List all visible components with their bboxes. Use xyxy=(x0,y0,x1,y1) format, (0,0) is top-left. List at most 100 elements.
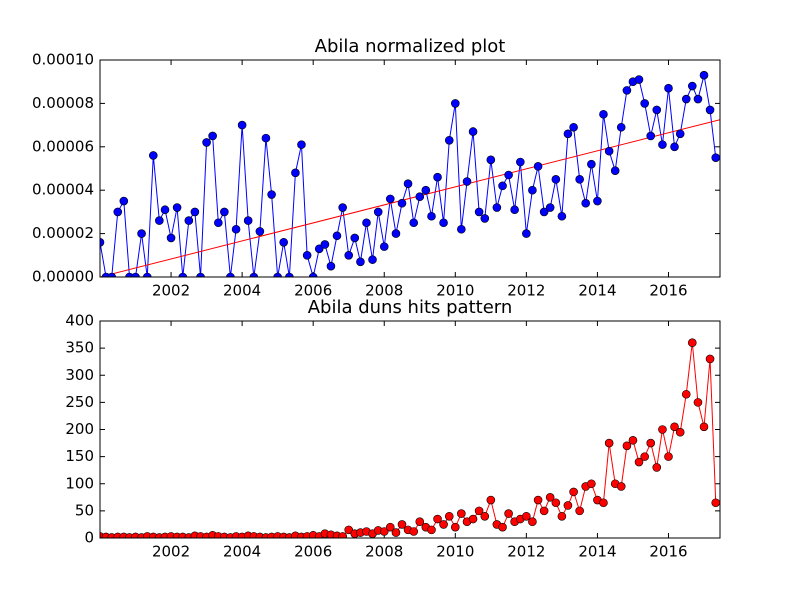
data-point xyxy=(498,522,507,532)
data-point xyxy=(699,422,709,432)
data-point xyxy=(522,229,531,238)
x-tick-label: 2012 xyxy=(507,543,545,561)
y-tick-label: 400 xyxy=(65,312,94,330)
data-point xyxy=(569,487,578,497)
y-tick-label: 0 xyxy=(84,529,94,547)
y-tick-label: 0.00006 xyxy=(32,137,94,155)
data-point xyxy=(166,233,176,243)
data-point xyxy=(285,272,294,277)
data-point xyxy=(155,216,164,225)
data-point xyxy=(575,506,584,516)
y-tick-label: 0.00010 xyxy=(32,51,94,69)
data-point xyxy=(569,122,578,132)
data-point xyxy=(231,224,241,234)
x-tick-label: 2008 xyxy=(365,282,403,300)
chart-title: Abila duns hits pattern xyxy=(308,297,513,318)
data-point xyxy=(681,389,691,399)
data-point xyxy=(681,94,691,104)
data-point xyxy=(652,463,662,472)
data-point xyxy=(551,498,561,508)
data-point xyxy=(439,520,448,529)
data-point xyxy=(421,185,431,195)
data-point xyxy=(267,190,276,199)
data-point xyxy=(391,528,401,537)
data-point xyxy=(261,133,271,143)
data-point xyxy=(658,425,667,434)
data-point xyxy=(593,196,602,206)
data-point xyxy=(551,175,561,184)
data-point xyxy=(545,493,555,502)
data-point xyxy=(664,83,673,93)
data-point xyxy=(427,525,436,535)
y-tick-label: 0.00000 xyxy=(32,268,94,286)
data-point xyxy=(338,203,347,212)
data-point xyxy=(373,207,383,217)
data-point xyxy=(640,99,649,108)
data-point xyxy=(522,511,531,521)
data-point xyxy=(107,272,117,277)
data-point xyxy=(664,452,673,461)
data-point xyxy=(142,272,152,277)
x-tick-label: 2016 xyxy=(649,543,687,561)
data-point xyxy=(711,153,720,162)
data-point xyxy=(480,511,490,521)
y-tick-label: 300 xyxy=(65,366,94,384)
data-point xyxy=(320,240,330,249)
data-point xyxy=(670,422,679,432)
data-point xyxy=(528,185,537,195)
data-point xyxy=(415,192,425,202)
data-point xyxy=(362,218,371,228)
data-point xyxy=(148,151,158,160)
data-point xyxy=(397,520,407,529)
y-tick-label: 0.00008 xyxy=(32,94,94,112)
data-point xyxy=(468,127,478,136)
y-tick-label: 150 xyxy=(65,447,94,465)
x-tick-label: 2006 xyxy=(294,543,332,561)
data-point xyxy=(587,159,596,169)
data-point xyxy=(427,211,436,221)
data-point xyxy=(113,207,123,217)
data-point xyxy=(451,522,460,532)
data-point xyxy=(670,142,679,152)
data-point xyxy=(474,506,484,516)
data-point xyxy=(314,244,324,254)
data-point xyxy=(172,203,182,212)
data-point xyxy=(599,498,608,508)
x-tick-label: 2012 xyxy=(507,282,545,300)
data-point xyxy=(344,251,354,260)
data-point xyxy=(699,70,709,80)
data-point xyxy=(131,272,140,277)
data-point xyxy=(545,203,555,212)
data-point xyxy=(711,498,720,508)
data-point xyxy=(486,155,496,165)
data-point xyxy=(628,436,638,445)
data-point xyxy=(616,482,626,491)
data-point xyxy=(498,181,507,191)
data-point xyxy=(302,251,312,260)
plot-area xyxy=(100,321,720,538)
data-point xyxy=(385,194,395,204)
data-point xyxy=(539,506,549,516)
y-tick-label: 0.00004 xyxy=(32,181,94,199)
data-point xyxy=(675,427,685,437)
x-tick-label: 2006 xyxy=(294,282,332,300)
y-tick-label: 50 xyxy=(75,501,94,519)
data-point xyxy=(468,514,478,524)
data-point xyxy=(675,129,685,139)
data-point xyxy=(652,105,662,115)
data-point xyxy=(344,525,354,535)
data-point xyxy=(462,177,472,186)
data-point xyxy=(622,441,632,451)
x-tick-label: 2014 xyxy=(578,282,616,300)
data-point xyxy=(687,338,697,348)
data-point xyxy=(451,99,460,108)
x-tick-label: 2014 xyxy=(578,543,616,561)
data-point xyxy=(504,170,513,180)
data-point xyxy=(379,242,389,251)
data-point xyxy=(693,94,703,104)
data-point xyxy=(255,227,265,236)
data-point xyxy=(480,214,490,223)
x-tick-label: 2016 xyxy=(649,282,687,300)
data-point xyxy=(433,514,442,524)
